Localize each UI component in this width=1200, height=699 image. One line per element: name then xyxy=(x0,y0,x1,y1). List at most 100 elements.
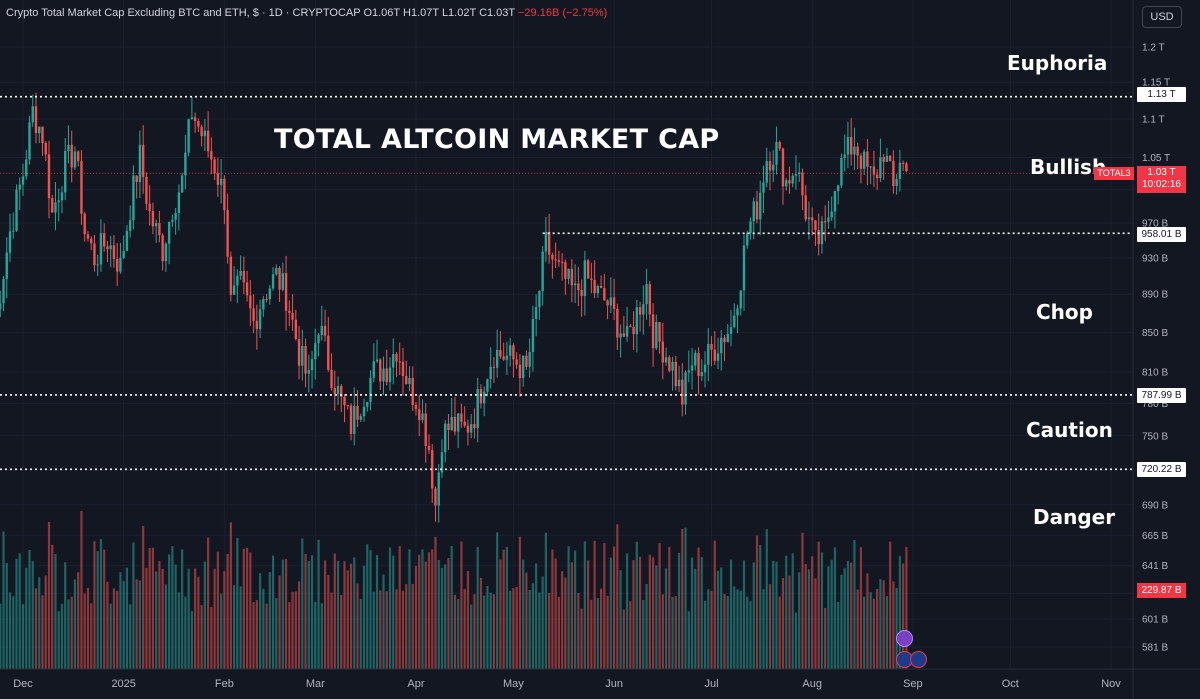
candle-body xyxy=(307,370,311,374)
volume-bar xyxy=(174,564,177,669)
candle-body xyxy=(405,376,408,385)
volume-bar xyxy=(343,561,346,669)
volume-bar xyxy=(866,573,869,669)
candle-body xyxy=(122,250,125,258)
candle-body xyxy=(840,157,843,186)
candle-body xyxy=(460,413,463,422)
volume-bar xyxy=(622,609,625,669)
x-tick-label: Jul xyxy=(704,678,718,690)
volume-bar xyxy=(674,596,677,669)
candle-body xyxy=(648,284,652,315)
candle-body xyxy=(590,278,593,280)
candle-body xyxy=(450,416,453,431)
volume-bar xyxy=(268,572,271,669)
candle-body xyxy=(521,355,525,379)
candle-body xyxy=(473,424,476,429)
candle-body xyxy=(898,162,902,179)
candle-body xyxy=(651,314,655,349)
candle-body xyxy=(739,290,742,309)
volume-bar xyxy=(288,602,291,669)
candle-body xyxy=(697,352,700,377)
symbol-description[interactable]: Crypto Total Market Cap Excluding BTC an… xyxy=(6,7,361,19)
candle-body xyxy=(310,359,314,371)
candle-body xyxy=(583,260,587,297)
volume-bar xyxy=(177,592,180,669)
candle-body xyxy=(882,157,885,162)
candle-body xyxy=(353,405,356,434)
volume-bar xyxy=(664,568,668,669)
zone-label-bullish: Bullish xyxy=(1030,155,1107,179)
us-flag-icon-2[interactable] xyxy=(910,651,927,668)
candle-body xyxy=(99,233,103,265)
candle-body xyxy=(343,396,346,406)
candle-body xyxy=(820,221,824,245)
candle-body xyxy=(392,354,395,368)
volume-bar xyxy=(827,566,830,669)
candle-body xyxy=(297,339,301,366)
x-tick-label: Apr xyxy=(407,678,424,690)
volume-bar xyxy=(700,557,703,669)
volume-bar xyxy=(668,546,671,669)
volume-bar xyxy=(444,564,447,669)
volume-bar xyxy=(398,546,401,669)
candle-body xyxy=(505,355,509,360)
candle-body xyxy=(210,151,213,160)
volume-bar xyxy=(635,541,638,669)
volume-bar xyxy=(499,559,502,669)
volume-bar xyxy=(616,524,619,669)
candle-body xyxy=(875,174,879,179)
volume-bar xyxy=(148,548,151,669)
candle-body xyxy=(736,308,739,316)
candle-body xyxy=(752,201,755,222)
y-tick-label: 890 B xyxy=(1142,290,1168,301)
volume-bar xyxy=(333,553,336,669)
volume-bar xyxy=(879,579,882,669)
volume-bar xyxy=(242,548,245,669)
candle-body xyxy=(632,327,635,335)
candle-body xyxy=(554,259,557,261)
candle-body xyxy=(418,409,421,421)
volume-bar xyxy=(483,595,486,669)
candle-body xyxy=(80,161,83,214)
candle-body xyxy=(804,195,807,220)
volume-bar xyxy=(414,565,418,669)
volume-bar xyxy=(642,600,645,669)
y-tick-label: 601 B xyxy=(1142,615,1168,626)
volume-bar xyxy=(509,590,512,669)
candle-body xyxy=(401,361,405,377)
currency-button[interactable]: USD xyxy=(1142,6,1182,28)
candle-body xyxy=(547,231,551,255)
candle-body xyxy=(447,423,450,431)
candle-body xyxy=(463,421,466,426)
candle-body xyxy=(275,268,278,275)
high-value: H1.07T xyxy=(403,7,439,19)
y-tick-label: 970 B xyxy=(1142,219,1168,230)
volume-bar xyxy=(203,561,206,669)
volume-bar xyxy=(304,553,307,669)
candle-body xyxy=(226,210,229,257)
volume-bar xyxy=(453,594,457,669)
volume-bar xyxy=(541,576,544,669)
volume-bar xyxy=(518,536,522,669)
candle-body xyxy=(177,192,181,213)
candle-body xyxy=(161,235,164,262)
candle-body xyxy=(843,154,846,158)
volume-bar xyxy=(752,562,755,669)
volume-bar xyxy=(720,567,723,669)
candle-body xyxy=(369,377,372,402)
volume-bar xyxy=(96,551,99,669)
candle-body xyxy=(528,351,531,367)
candle-body xyxy=(642,304,645,315)
y-tick-label: 581 B xyxy=(1142,643,1168,654)
volume-bar xyxy=(405,584,408,669)
volume-bar xyxy=(749,601,752,669)
volume-bar xyxy=(775,561,778,669)
level-badge-958b: 958.01 B xyxy=(1137,227,1186,242)
volume-bar xyxy=(190,610,193,669)
volume-bar xyxy=(229,522,232,669)
candle-body xyxy=(469,424,473,433)
lightning-icon[interactable] xyxy=(896,630,913,647)
volume-bar xyxy=(551,549,554,669)
candle-body xyxy=(180,175,184,193)
